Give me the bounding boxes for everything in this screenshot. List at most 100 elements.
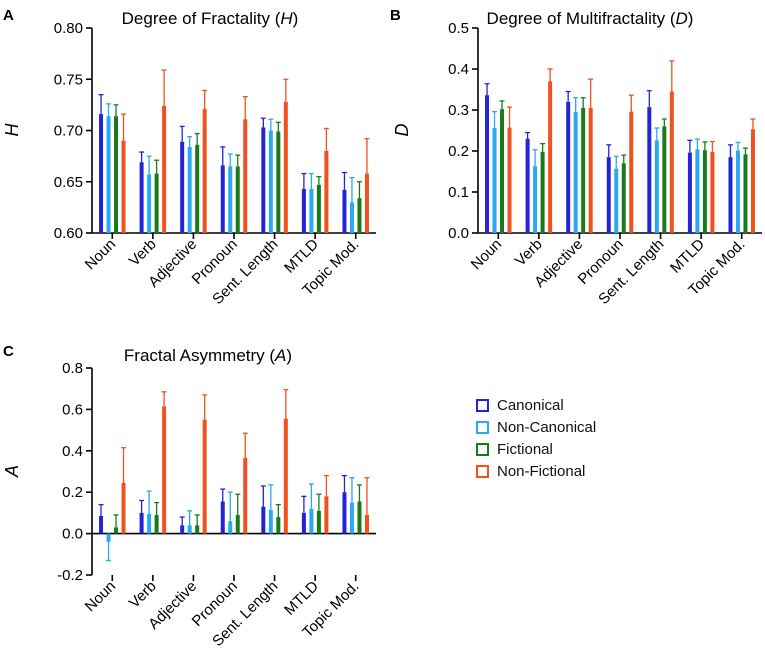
legend-label-fictional: Fictional	[497, 440, 553, 458]
panel-c-bar-adjective-non-fictional	[202, 419, 207, 534]
panel-b-bar-sent-length-non-canonical	[654, 140, 659, 233]
panel-b-ylabel: D	[392, 124, 412, 137]
panel-c-bar-mtld-non-canonical	[309, 508, 314, 534]
panel-a-bar-pronoun-non-canonical	[228, 166, 233, 233]
panel-b-bar-pronoun-non-canonical	[614, 168, 619, 233]
panel-a-title-symbol: H	[280, 9, 293, 28]
panel-a-title-text: Degree of Fractality (	[122, 9, 281, 28]
panel-c-bar-adjective-non-canonical	[187, 525, 192, 534]
legend-swatch-canonical	[476, 398, 489, 412]
panel-b-bar-verb-non-canonical	[533, 166, 538, 233]
panel-b-ytick-label: 0.3	[448, 102, 469, 119]
panel-c-bar-verb-canonical	[139, 512, 144, 534]
panel-c-ylabel: A	[2, 465, 22, 478]
panel-a-bar-pronoun-fictional	[235, 166, 240, 233]
panel-b-letter: B	[390, 7, 401, 24]
panel-a-bar-verb-canonical	[139, 162, 144, 233]
panel-a-bar-noun-canonical	[99, 114, 104, 233]
panel-b-bar-noun-non-fictional	[507, 127, 512, 233]
panel-c-bar-topic-mod-non-fictional	[364, 514, 369, 534]
panel-a-bar-sent-length-non-canonical	[268, 130, 273, 233]
legend-label-non-canonical: Non-Canonical	[497, 418, 597, 436]
panel-b-bar-pronoun-canonical	[606, 157, 611, 233]
panel-a: A Degree of Fractality (H)H0.600.650.700…	[2, 7, 376, 308]
panel-b-bar-adjective-fictional	[581, 107, 586, 233]
panel-c-ytick-label: 0.4	[62, 443, 83, 460]
panel-a-bar-topic-mod-canonical	[342, 189, 347, 233]
panel-b: B Degree of Multifractality (D)D0.00.10.…	[390, 7, 762, 308]
panel-c-title-symbol: A	[274, 346, 286, 365]
panel-b-ytick-label: 0.0	[448, 225, 469, 242]
panel-c-ytick-label: 0.0	[62, 526, 83, 543]
panel-a-ytick-label: 0.80	[54, 20, 83, 37]
panel-c-bar-mtld-fictional	[316, 510, 321, 534]
panel-c-bar-sent-length-non-fictional	[283, 418, 288, 534]
panel-b-bar-topic-mod-canonical	[728, 157, 733, 233]
panel-c-bar-adjective-canonical	[180, 525, 185, 534]
panel-b-bar-pronoun-non-fictional	[629, 111, 634, 233]
panel-b-bar-noun-non-canonical	[492, 128, 497, 233]
panel-a-bar-noun-non-canonical	[106, 116, 111, 233]
legend: Canonical Non-Canonical Fictional Non-Fi…	[476, 394, 596, 482]
legend-swatch-non-fictional	[476, 464, 489, 478]
panel-b-ytick-label: 0.1	[448, 184, 469, 201]
panel-c-bar-pronoun-non-fictional	[243, 458, 248, 534]
panel-c-bar-noun-canonical	[99, 516, 104, 534]
panel-c-bar-verb-fictional	[154, 514, 159, 534]
panel-b-bar-mtld-fictional	[702, 150, 707, 233]
panel-b-xtick-label-noun: Noun	[468, 236, 505, 273]
panel-c: C Fractal Asymmetry (A)A-0.20.00.20.40.6…	[2, 343, 376, 648]
panel-b-ytick-label: 0.2	[448, 143, 469, 160]
panel-c-ytick-label: -0.2	[57, 567, 83, 584]
panel-b-bar-sent-length-fictional	[662, 126, 667, 233]
panel-b-title-symbol: D	[676, 9, 688, 28]
panel-a-bar-mtld-non-fictional	[324, 151, 329, 233]
panel-c-bar-pronoun-fictional	[235, 514, 240, 534]
panel-b-bar-adjective-canonical	[566, 101, 571, 233]
panel-a-bar-sent-length-canonical	[261, 127, 266, 233]
panel-a-bar-pronoun-canonical	[220, 165, 225, 233]
legend-item-non-fictional: Non-Fictional	[476, 460, 596, 482]
panel-c-bar-topic-mod-fictional	[357, 501, 362, 534]
panel-b-bar-noun-fictional	[500, 109, 505, 233]
panel-a-bar-mtld-canonical	[301, 188, 306, 233]
panel-c-title: Fractal Asymmetry (A)	[124, 346, 292, 365]
panel-a-bar-noun-fictional	[114, 116, 119, 233]
panel-b-bar-verb-canonical	[525, 138, 530, 233]
panel-a-ytick-label: 0.75	[54, 71, 83, 88]
legend-swatch-non-canonical	[476, 420, 489, 434]
panel-b-bar-mtld-canonical	[687, 152, 692, 233]
panel-c-bar-noun-non-fictional	[121, 482, 126, 534]
panel-a-bar-verb-non-fictional	[162, 105, 167, 233]
panel-c-letter: C	[3, 343, 14, 360]
panel-b-bar-verb-fictional	[540, 151, 545, 233]
panel-c-ytick-label: 0.6	[62, 401, 83, 418]
panel-b-xtick-label-verb: Verb	[512, 236, 546, 270]
panel-b-bar-topic-mod-non-fictional	[750, 129, 755, 233]
panel-c-bar-topic-mod-canonical	[342, 492, 347, 534]
panel-b-bar-sent-length-non-fictional	[669, 91, 674, 233]
panel-a-xtick-label-verb: Verb	[126, 236, 160, 270]
panel-a-bar-sent-length-fictional	[276, 131, 281, 233]
panel-c-bar-pronoun-non-canonical	[228, 521, 233, 534]
panel-a-bar-noun-non-fictional	[121, 140, 126, 233]
panel-c-title-text: Fractal Asymmetry (	[124, 346, 275, 365]
panel-a-ytick-label: 0.70	[54, 123, 83, 140]
panel-c-bar-verb-non-fictional	[162, 406, 167, 534]
panel-c-bar-topic-mod-non-canonical	[349, 502, 354, 534]
panel-c-xtick-label-verb: Verb	[126, 578, 160, 612]
panel-c-bar-adjective-fictional	[195, 525, 200, 534]
panel-c-bar-noun-non-canonical	[106, 533, 111, 542]
panel-c-bar-verb-non-canonical	[147, 513, 152, 534]
legend-swatch-fictional	[476, 442, 489, 456]
panel-a-bar-adjective-fictional	[195, 144, 200, 233]
panel-b-bar-topic-mod-non-canonical	[735, 150, 740, 233]
panel-b-bar-mtld-non-fictional	[710, 151, 715, 233]
panel-b-bar-mtld-non-canonical	[695, 149, 700, 233]
panel-b-ytick-label: 0.5	[448, 20, 469, 37]
panel-b-ytick-label: 0.4	[448, 61, 469, 78]
panel-a-letter: A	[3, 7, 14, 24]
legend-label-non-fictional: Non-Fictional	[497, 462, 586, 480]
panel-a-bar-adjective-non-canonical	[187, 146, 192, 233]
legend-item-fictional: Fictional	[476, 438, 596, 460]
